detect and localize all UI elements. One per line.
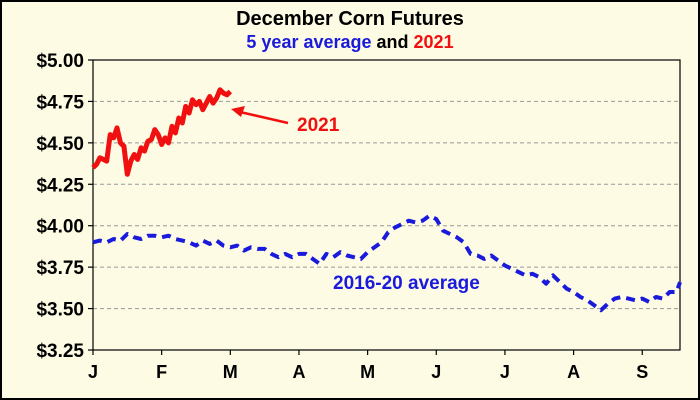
annotation-2021-label: 2021 xyxy=(297,115,340,136)
y-tick-label: $4.00 xyxy=(36,217,84,238)
x-tick-label: M xyxy=(223,362,238,382)
chart-subtitle: 5 year average and 2021 xyxy=(246,32,453,52)
x-tick-label: J xyxy=(500,362,510,382)
y-tick-label: $5.00 xyxy=(36,51,84,72)
x-tick-label: S xyxy=(636,362,648,382)
x-tick-label: M xyxy=(360,362,375,382)
chart-title: December Corn Futures xyxy=(236,8,464,30)
annotations: 2021 2016-20 average xyxy=(231,106,480,294)
annotation-arrow xyxy=(239,110,289,125)
y-tick-label: $4.75 xyxy=(36,92,84,113)
annotation-average-label: 2016-20 average xyxy=(333,273,480,294)
series-line-average xyxy=(92,213,682,313)
subtitle-year-text: 2021 xyxy=(414,32,454,52)
y-tick-label: $3.75 xyxy=(36,258,84,279)
plot-area-frame xyxy=(92,59,681,351)
series-line-2021 xyxy=(91,87,233,177)
y-tick-label: $4.50 xyxy=(36,134,84,155)
subtitle-average-text: 5 year average xyxy=(246,32,371,52)
x-tick-label: F xyxy=(156,362,167,382)
y-tick-label: $3.50 xyxy=(36,300,84,321)
y-tick-label: $3.25 xyxy=(36,341,84,362)
annotation-arrowhead xyxy=(231,106,245,117)
series-lines xyxy=(91,87,682,313)
subtitle-and-text: and xyxy=(372,32,414,52)
x-tick-label: J xyxy=(431,362,441,382)
y-tick-labels: $5.00 $4.75 $4.50 $4.25 $4.00 $3.75 $3.50 $3.25 xyxy=(36,51,84,362)
x-tick-label: J xyxy=(88,362,98,382)
axes xyxy=(88,59,681,355)
y-tick-label: $4.25 xyxy=(36,175,84,196)
x-tick-label: A xyxy=(292,362,305,382)
x-tick-label: A xyxy=(567,362,580,382)
